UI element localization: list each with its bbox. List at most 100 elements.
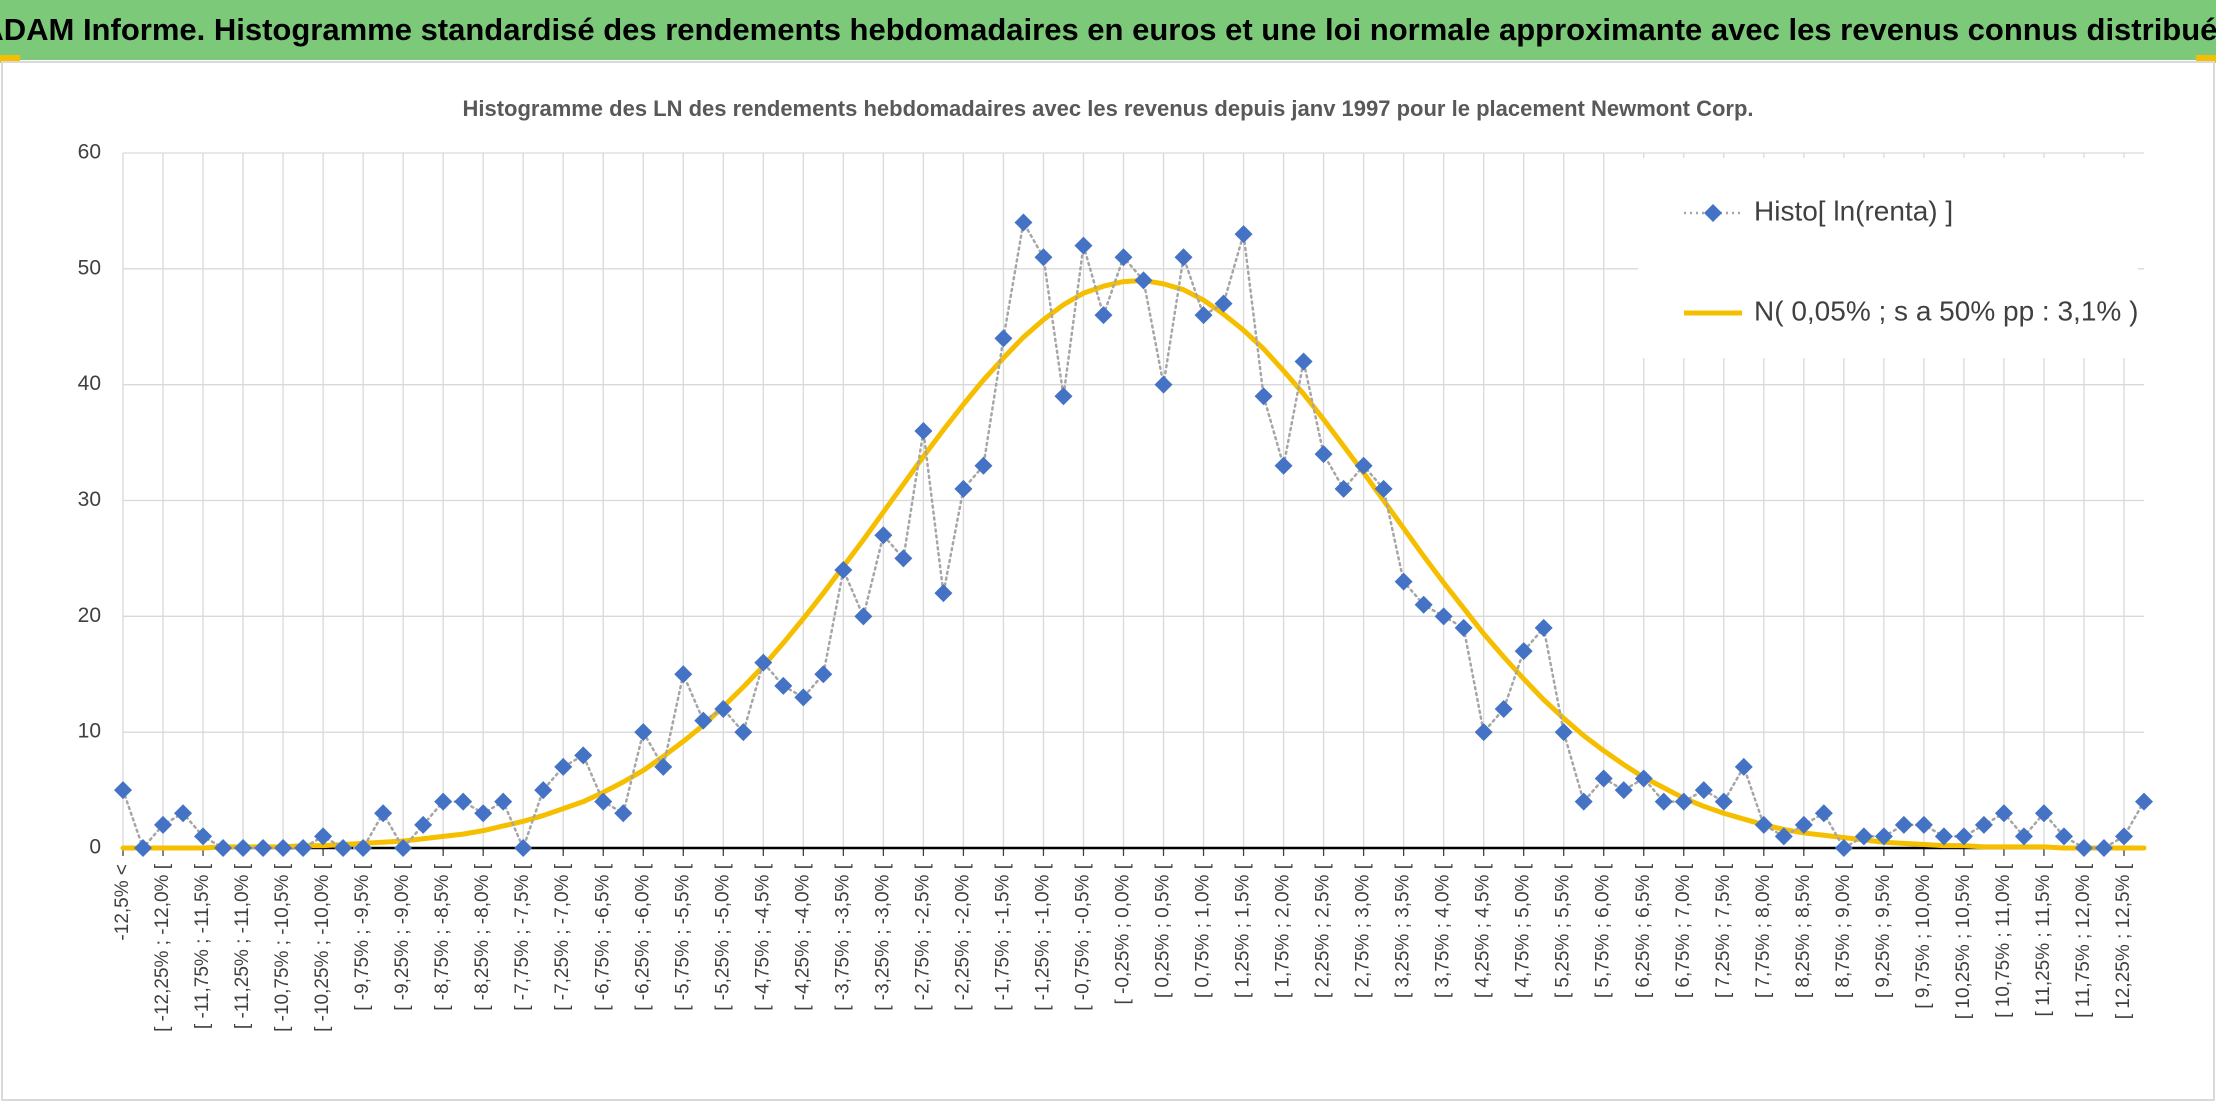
x-tick-label: [ -1,75% ; -1,5% [ xyxy=(992,863,1013,1011)
point xyxy=(2074,839,2093,857)
x-tick-label: [ -7,75% ; -7,5% [ xyxy=(512,863,533,1011)
y-tick-label: 20 xyxy=(78,604,101,627)
point xyxy=(494,792,513,811)
point xyxy=(374,804,393,823)
point xyxy=(1814,804,1833,823)
x-tick-label: [ -9,25% ; -9,0% [ xyxy=(392,863,413,1011)
point xyxy=(114,781,132,800)
point xyxy=(1734,757,1753,776)
point xyxy=(474,804,493,823)
legend-label: Histo[ ln(renta) ] xyxy=(1754,195,1953,226)
point xyxy=(1554,723,1573,742)
y-tick-label: 50 xyxy=(78,256,101,279)
point xyxy=(1634,769,1653,788)
point xyxy=(174,804,193,823)
header-band xyxy=(0,0,2216,60)
point xyxy=(1454,618,1473,637)
x-tick-label: [ -7,25% ; -7,0% [ xyxy=(552,863,573,1011)
x-tick-label: [ 6,75% ; 7,0% [ xyxy=(1673,863,1694,998)
x-tick-label: [ -10,25% ; -10,0% [ xyxy=(312,863,333,1032)
point xyxy=(1974,815,1993,834)
point xyxy=(254,839,273,857)
point xyxy=(1594,769,1613,788)
point xyxy=(534,781,553,800)
page-title: ADAM Informe. Histogramme standardisé de… xyxy=(0,12,2216,47)
point xyxy=(1714,792,1733,811)
y-tick-label: 10 xyxy=(78,720,101,743)
point xyxy=(454,792,473,811)
point xyxy=(1794,815,1813,834)
x-tick-label: [ 5,75% ; 6,0% [ xyxy=(1593,863,1614,998)
point xyxy=(1514,642,1533,661)
point xyxy=(1334,479,1353,498)
point xyxy=(1654,792,1673,811)
x-tick-label: [ -8,25% ; -8,0% [ xyxy=(472,863,493,1011)
point xyxy=(1014,213,1033,232)
x-tick-label: [ -1,25% ; -1,0% [ xyxy=(1032,863,1053,1011)
point xyxy=(294,839,313,857)
point xyxy=(914,422,933,440)
point xyxy=(1954,827,1973,846)
x-tick-label: [ 4,25% ; 4,5% [ xyxy=(1473,863,1494,998)
point xyxy=(1274,456,1293,475)
point xyxy=(774,676,793,695)
point xyxy=(954,479,973,498)
x-tick-label: [ 11,25% ; 11,5% [ xyxy=(2033,863,2054,1016)
point xyxy=(214,839,233,857)
point xyxy=(2114,827,2133,846)
x-tick-label: [ -5,75% ; -5,5% [ xyxy=(672,863,693,1011)
legend-label: N( 0,05% ; s a 50% pp : 3,1% ) xyxy=(1754,295,2138,326)
y-tick-label: 30 xyxy=(78,488,101,511)
point xyxy=(574,746,593,765)
normal-curve xyxy=(120,277,2147,851)
point xyxy=(634,723,653,742)
point xyxy=(274,839,293,857)
point xyxy=(1614,781,1633,800)
x-tick-label: [ 0,75% ; 1,0% [ xyxy=(1193,863,1214,998)
x-tick-label: [ 7,75% ; 8,0% [ xyxy=(1753,863,1774,998)
x-tick-label: [ -6,25% ; -6,0% [ xyxy=(632,863,653,1011)
legend-box xyxy=(1638,158,2138,358)
point xyxy=(1854,827,1873,846)
point xyxy=(734,723,753,742)
x-tick-label: [ 7,25% ; 7,5% [ xyxy=(1713,863,1734,998)
chart-frame xyxy=(1,61,2215,1101)
point xyxy=(1934,827,1953,846)
point xyxy=(994,329,1013,348)
point xyxy=(814,665,833,684)
point xyxy=(1574,792,1593,811)
x-tick-label: [ -11,75% ; -11,5% [ xyxy=(192,863,213,1029)
y-tick-label: 0 xyxy=(89,836,101,859)
point xyxy=(554,757,573,776)
x-tick-label: [ 3,25% ; 3,5% [ xyxy=(1393,863,1414,998)
x-tick-label: [ -0,75% ; -0,5% [ xyxy=(1072,863,1093,1011)
point xyxy=(194,827,213,846)
x-tick-label: -12,5% < xyxy=(112,864,133,941)
x-tick-label: [ -8,75% ; -8,5% [ xyxy=(432,863,453,1011)
point xyxy=(1074,236,1093,255)
point xyxy=(414,815,433,834)
point xyxy=(1674,792,1693,811)
x-tick-label: [ 8,25% ; 8,5% [ xyxy=(1793,863,1814,998)
x-tick-label: [ 1,25% ; 1,5% [ xyxy=(1233,863,1254,998)
point xyxy=(354,839,373,857)
x-tick-label: [ -0,25% ; 0,0% [ xyxy=(1113,863,1134,1004)
point xyxy=(614,804,633,823)
point xyxy=(594,792,613,811)
point xyxy=(234,839,253,857)
chart-title: Histogramme des LN des rendements hebdom… xyxy=(462,96,1753,121)
x-tick-label: [ 2,25% ; 2,5% [ xyxy=(1313,863,1334,998)
point xyxy=(1374,479,1393,498)
point xyxy=(974,456,993,475)
point xyxy=(514,839,533,857)
point xyxy=(1994,804,2013,823)
point xyxy=(1434,607,1453,626)
point xyxy=(2094,839,2113,857)
x-tick-label: [ 9,75% ; 10,0% [ xyxy=(1913,863,1934,1008)
point xyxy=(1914,815,1933,834)
point xyxy=(1054,387,1073,406)
x-tick-label: [ -2,75% ; -2,5% [ xyxy=(912,863,933,1011)
point xyxy=(1034,248,1053,267)
point xyxy=(654,757,673,776)
